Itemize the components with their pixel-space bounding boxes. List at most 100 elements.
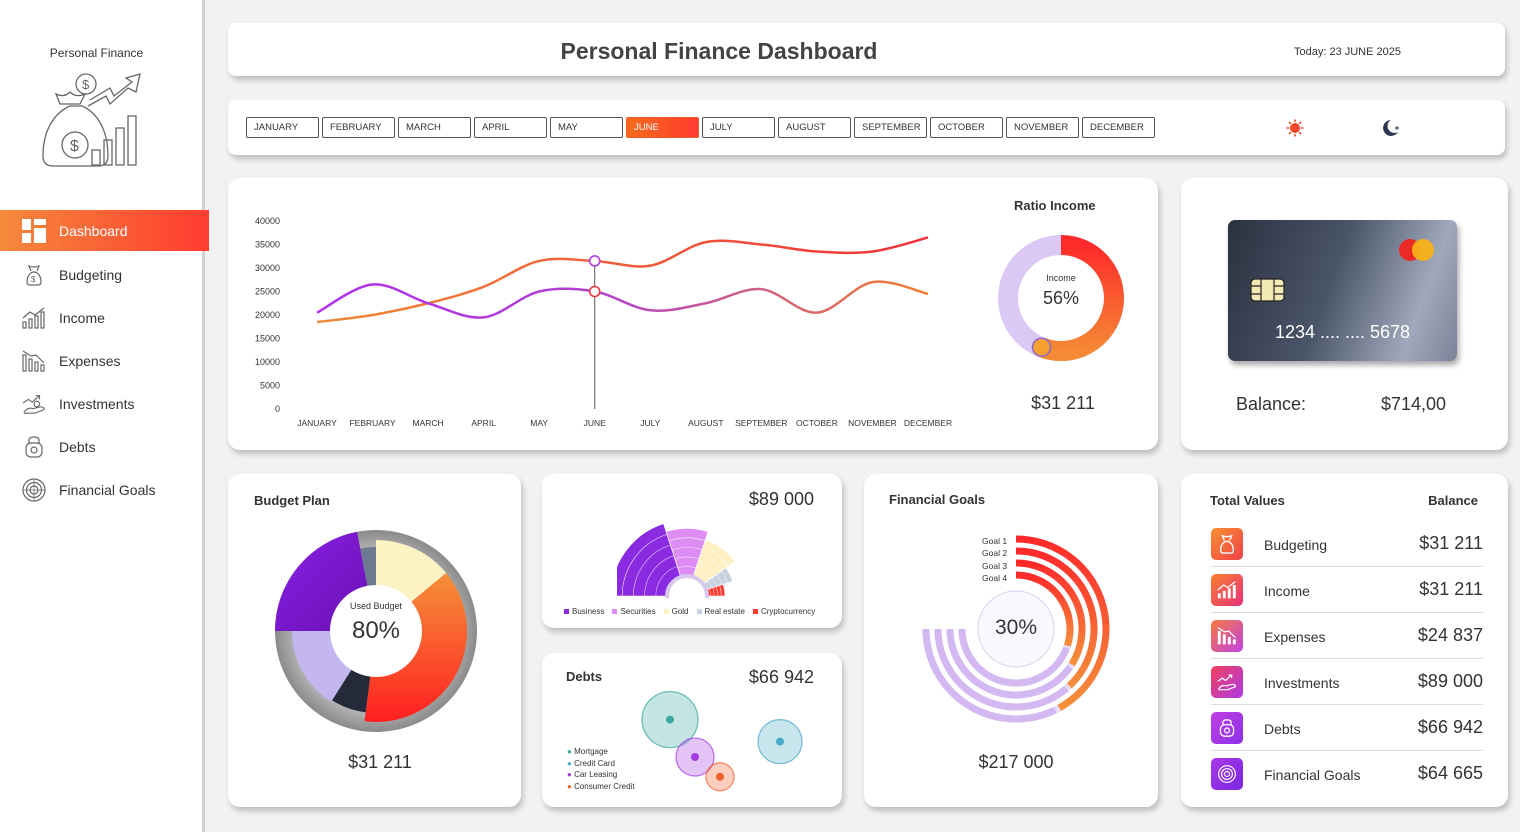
total-row-financial-goals: Financial Goals $64 665 xyxy=(1211,751,1483,797)
mastercard-logo-icon xyxy=(1399,239,1434,261)
svg-text:$: $ xyxy=(82,77,90,92)
legend-item: Securities xyxy=(612,607,656,616)
x-tick-label: FEBRUARY xyxy=(349,418,395,428)
ratio-income-title: Ratio Income xyxy=(1014,198,1096,213)
sidebar-item-label: Investments xyxy=(59,395,135,412)
highlight-point xyxy=(588,285,601,298)
balance-label: Balance: xyxy=(1236,394,1307,414)
x-tick-label: APRIL xyxy=(471,418,496,428)
y-tick-label: 25000 xyxy=(255,287,280,297)
goals-center xyxy=(977,590,1055,668)
highlight-point xyxy=(588,255,601,267)
financial-goals-value: $217 000 xyxy=(978,752,1054,772)
x-tick-label: DECEMBER xyxy=(904,418,952,428)
sidebar-item-budgeting[interactable]: $ Budgeting xyxy=(0,253,209,296)
moon-icon[interactable] xyxy=(1382,119,1402,137)
sidebar-nav: Dashboard $ Budgeting Income Expenses In… xyxy=(0,210,209,511)
legend-item: ● Consumer Credit xyxy=(567,781,635,791)
sidebar-item-label: Budgeting xyxy=(59,266,123,283)
goal-progress xyxy=(1015,547,1098,689)
total-row-label: Expenses xyxy=(1264,629,1326,645)
month-button-july[interactable]: JULY xyxy=(702,117,775,138)
investments-icon xyxy=(22,392,46,416)
debts-value: $66 942 xyxy=(748,667,814,687)
goal-progress xyxy=(1015,559,1086,667)
month-button-august[interactable]: AUGUST xyxy=(778,117,851,138)
series-line xyxy=(316,236,929,324)
total-row-label: Investments xyxy=(1264,675,1340,691)
sidebar-item-expenses[interactable]: Expenses xyxy=(0,339,209,382)
target-icon xyxy=(1211,758,1243,790)
target-icon xyxy=(22,477,46,502)
card-number: 1234 .... .... 5678 xyxy=(1274,322,1411,342)
goal-label: Goal 2 xyxy=(982,548,1008,559)
goal-remaining xyxy=(934,628,1069,711)
y-tick-label: 10000 xyxy=(255,357,280,367)
sidebar-item-investments[interactable]: Investments xyxy=(0,382,209,425)
total-row-budgeting: Budgeting $31 211 xyxy=(1211,521,1483,567)
month-button-april[interactable]: APRIL xyxy=(474,117,547,138)
month-button-november[interactable]: NOVEMBER xyxy=(1006,117,1079,138)
investments-card: $89 000 Business Securities Gold Real es… xyxy=(542,474,842,628)
sidebar-item-financial-goals[interactable]: Financial Goals xyxy=(0,468,209,511)
sidebar-item-income[interactable]: Income xyxy=(0,296,209,339)
y-tick-label: 0 xyxy=(275,404,280,414)
money-bag-icon: $ xyxy=(22,263,46,287)
month-button-february[interactable]: FEBRUARY xyxy=(322,117,395,138)
x-tick-label: MARCH xyxy=(413,418,444,428)
investment-slice xyxy=(617,523,682,597)
income-expense-chart-card: 40000 35000 30000 25000 20000 15000 10000 5000 0… xyxy=(228,178,1158,450)
income-chart-icon xyxy=(1211,574,1243,606)
total-row-label: Budgeting xyxy=(1264,537,1328,553)
debt-bubble xyxy=(705,762,735,792)
month-selector: JANUARY FEBRUARY MARCH APRIL MAY JUNE JU… xyxy=(246,117,1155,138)
total-row-value: $66 942 xyxy=(1417,717,1483,737)
investment-slice xyxy=(705,583,726,597)
total-row-investments: Investments $89 000 xyxy=(1211,659,1483,705)
investments-legend: Business Securities Gold Real estate Cry… xyxy=(564,607,815,616)
y-tick-label: 40000 xyxy=(255,216,280,226)
budget-plan-card: Budget Plan Used Budget 80% $31 211 xyxy=(228,474,521,807)
sidebar-item-dashboard[interactable]: Dashboard xyxy=(0,210,209,251)
month-button-may[interactable]: MAY xyxy=(550,117,623,138)
debts-title: Debts xyxy=(566,669,603,684)
bank-card-panel: 1234 .... .... 5678 Balance: $714,00 xyxy=(1181,178,1508,450)
sidebar: Personal Finance $ $ Dashboard $ B xyxy=(0,0,209,832)
ratio-income-percent: 56% xyxy=(1042,288,1080,308)
month-button-january[interactable]: JANUARY xyxy=(246,117,319,138)
finance-logo-icon: $ $ xyxy=(42,73,141,167)
sidebar-item-label: Debts xyxy=(59,438,96,455)
goal-remaining xyxy=(946,628,1073,699)
line-chart: 40000 35000 30000 25000 20000 15000 10000 5000 0… xyxy=(255,216,952,428)
total-row-expenses: Expenses $24 837 xyxy=(1211,613,1483,659)
legend-item: ● Mortgage xyxy=(567,747,608,756)
budget-slice xyxy=(332,664,371,713)
total-row-value: $31 211 xyxy=(1419,533,1483,553)
legend-item: ● Credit Card xyxy=(567,758,615,768)
month-button-june[interactable]: JUNE xyxy=(626,117,699,138)
debt-bubble xyxy=(641,690,699,749)
income-chart-icon xyxy=(22,306,46,330)
sidebar-item-label: Income xyxy=(59,309,105,326)
goal-progress xyxy=(1015,571,1074,647)
sidebar-item-debts[interactable]: Debts xyxy=(0,425,209,468)
month-button-october[interactable]: OCTOBER xyxy=(930,117,1003,138)
debts-legend: ● Mortgage ● Credit Card ● Car Leasing ●… xyxy=(567,746,635,792)
brand-title: Personal Finance xyxy=(49,46,144,60)
x-tick-label: JANUARY xyxy=(297,418,337,428)
ratio-income-label: Income xyxy=(1046,273,1076,283)
month-button-march[interactable]: MARCH xyxy=(398,117,471,138)
month-button-september[interactable]: SEPTEMBER xyxy=(854,117,927,138)
x-tick-label: SEPTEMBER xyxy=(735,418,787,428)
svg-text:$: $ xyxy=(31,275,36,284)
investments-rose-chart xyxy=(617,523,736,598)
card-chip-icon xyxy=(1250,278,1285,302)
page-title: Personal Finance Dashboard xyxy=(560,38,878,64)
goals-center-percent: 30% xyxy=(994,616,1038,639)
sun-icon[interactable] xyxy=(1286,119,1304,137)
goal-remaining xyxy=(958,628,1070,687)
month-button-december[interactable]: DECEMBER xyxy=(1082,117,1155,138)
sidebar-item-label: Dashboard xyxy=(59,222,128,239)
legend-item: Real estate xyxy=(696,607,745,616)
goal-progress xyxy=(1015,535,1110,711)
